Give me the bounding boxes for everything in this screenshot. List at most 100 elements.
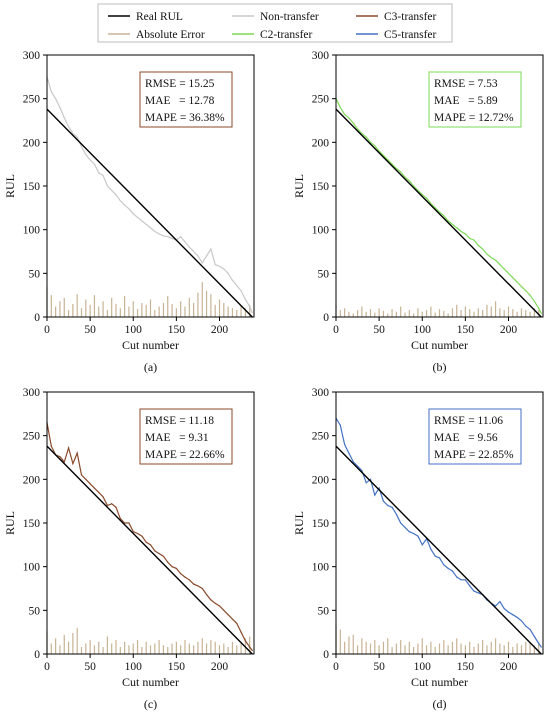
y-tick-label: 50 [29,605,41,617]
prediction-point [102,174,104,177]
prediction-point [201,262,203,264]
prediction-point [223,609,225,611]
prediction-point [494,259,497,261]
metric-text: MAPE = 22.66% [145,449,225,461]
metric-text: MAE = 9.56 [434,432,498,444]
y-tick-label: 250 [23,431,41,443]
prediction-point [477,244,479,246]
prediction-point [227,272,229,274]
y-tick-label: 250 [312,94,330,106]
prediction-point [365,136,367,138]
prediction-point [149,544,152,546]
prediction-point [76,136,78,138]
prediction-point [231,618,234,620]
y-tick-label: 0 [34,312,40,324]
prediction-point [361,133,363,135]
x-tick-label: 0 [44,324,50,336]
prediction-point [72,463,74,465]
prediction-point [85,153,87,156]
prediction-point [503,268,505,270]
y-tick-label: 150 [23,181,41,193]
metric-text: RMSE = 15.25 [145,78,215,90]
prediction-point [124,522,126,524]
prediction-point [72,133,74,135]
prediction-point [145,223,147,226]
prediction-point [193,583,195,585]
x-tick-label: 100 [414,324,432,336]
prediction-point [477,592,479,594]
prediction-point [132,531,134,533]
prediction-point [352,122,354,124]
x-tick-label: 150 [168,324,186,336]
legend-label: Non-transfer [260,11,319,23]
prediction-point [369,141,372,143]
x-tick-label: 200 [500,661,518,673]
prediction-point [447,220,449,222]
x-tick-label: 100 [414,661,432,673]
y-tick-label: 150 [312,181,330,193]
prediction-point [188,246,190,248]
metrics-box [428,71,522,128]
error-series [46,627,251,654]
prediction-point [438,557,441,559]
real-rul-line [46,108,253,318]
metric-text: MAPE = 12.72% [434,112,514,124]
x-tick-label: 150 [457,324,475,336]
y-tick-label: 100 [23,562,41,574]
legend-label: C3-transfer [384,11,437,23]
chart-panel: 0 50 100 150 200 0 50 100 150 200 250 300 Cut number… [292,50,544,374]
prediction-point [499,264,501,266]
x-tick-label: 150 [168,661,186,673]
prediction-point [162,235,165,237]
prediction-point [533,300,535,302]
prediction-point [141,220,143,222]
prediction-point [93,487,96,489]
prediction-point [98,172,100,174]
prediction-point [106,504,108,507]
prediction-point [451,570,454,572]
chart-panel: 0 50 100 150 200 0 50 100 150 200 250 300 Cut number… [3,387,255,711]
prediction-point [214,264,216,266]
prediction-point [339,424,341,426]
prediction-point [443,564,445,566]
prediction-point [512,277,514,279]
prediction-point [59,456,61,458]
prediction-point [251,649,253,652]
prediction-point [538,642,540,645]
prediction-point [89,159,91,161]
y-tick-label: 100 [312,225,330,237]
y-tick-label: 200 [312,474,330,486]
metrics-box [139,71,233,128]
prediction-point [421,544,423,546]
prediction-point [136,532,139,535]
prediction-point [512,614,514,616]
prediction-point [499,601,501,603]
y-tick-label: 50 [318,268,330,280]
prediction-point [361,470,363,472]
x-tick-label: 50 [84,661,96,673]
prediction-point [67,126,70,128]
prediction-point [236,622,238,625]
prediction-point [400,171,402,173]
prediction-point [180,573,182,575]
prediction-point [158,552,160,555]
prediction-point [391,163,393,165]
prediction-point [404,526,406,528]
metric-text: MAE = 9.31 [145,432,209,444]
prediction-point [451,223,454,226]
prediction-point [180,236,182,238]
prediction-point [193,250,195,253]
prediction-point [63,461,65,463]
prediction-point [529,628,531,631]
y-axis-label: RUL [3,174,17,198]
prediction-point [382,154,385,157]
prediction-point [460,579,462,581]
real-rul-line [46,445,253,655]
prediction-point [421,194,423,196]
x-tick-label: 0 [44,661,50,673]
prediction-point [158,233,160,235]
panel-caption: (c) [144,697,157,711]
prediction-point [391,506,393,508]
y-tick-label: 50 [318,605,330,617]
error-series [46,282,251,317]
